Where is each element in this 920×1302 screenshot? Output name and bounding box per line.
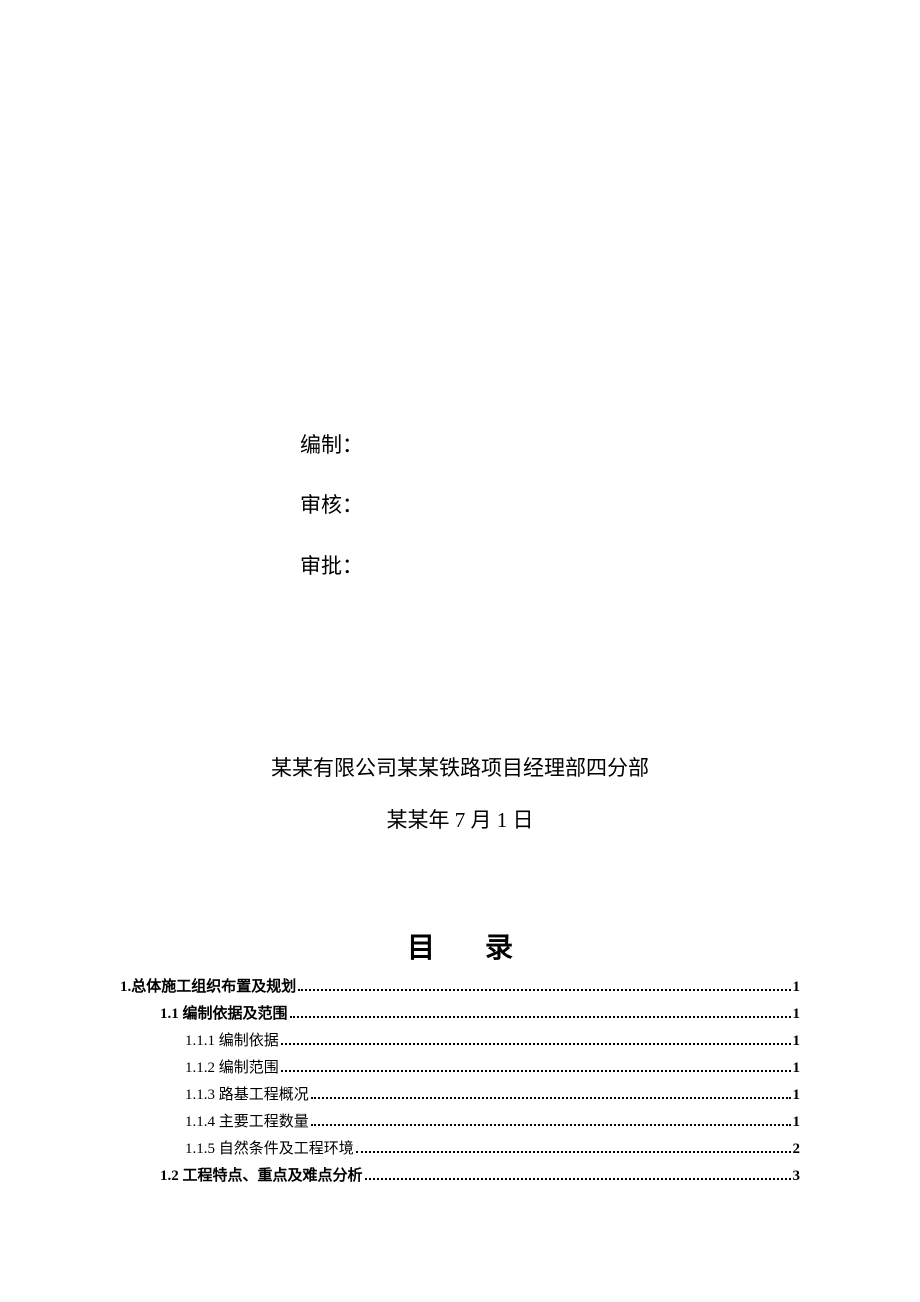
toc-entry: 1.1.2 编制范围 1 bbox=[185, 1056, 800, 1077]
toc-entry-label: 1.1 编制依据及范围 bbox=[160, 1002, 288, 1023]
toc-leader-dots bbox=[298, 989, 790, 991]
toc-leader-dots bbox=[311, 1097, 791, 1099]
toc-leader-dots bbox=[281, 1070, 791, 1072]
approved-by-label: 审批： bbox=[300, 541, 363, 591]
toc-entry: 1.1.3 路基工程概况 1 bbox=[185, 1083, 800, 1104]
toc-leader-dots bbox=[365, 1178, 791, 1180]
toc-entry-page: 1 bbox=[793, 1006, 801, 1023]
toc-leader-dots bbox=[311, 1124, 791, 1126]
organization-block: 某某有限公司某某铁路项目经理部四分部 某某年 7 月 1 日 bbox=[0, 752, 920, 834]
toc-title: 目录 bbox=[0, 926, 920, 966]
toc-entry: 1.2 工程特点、重点及难点分析 3 bbox=[160, 1164, 800, 1185]
toc-entry-page: 1 bbox=[793, 1033, 801, 1050]
reviewed-by-label: 审核： bbox=[300, 480, 363, 530]
toc-entry-label: 1.1.1 编制依据 bbox=[185, 1029, 279, 1050]
toc-entry-page: 1 bbox=[793, 1087, 801, 1104]
toc-entry: 1.1.5 自然条件及工程环境 2 bbox=[185, 1137, 800, 1158]
signature-block: 编制： 审核： 审批： bbox=[300, 420, 363, 601]
toc-entry-page: 3 bbox=[793, 1168, 801, 1185]
document-date: 某某年 7 月 1 日 bbox=[0, 804, 920, 834]
toc-entry: 1.1.1 编制依据 1 bbox=[185, 1029, 800, 1050]
toc-entry-page: 1 bbox=[793, 1114, 801, 1131]
toc-entry: 1.总体施工组织布置及规划 1 bbox=[120, 975, 800, 996]
toc-entry: 1.1.4 主要工程数量 1 bbox=[185, 1110, 800, 1131]
toc-entry-page: 1 bbox=[793, 1060, 801, 1077]
toc-entry-label: 1.1.3 路基工程概况 bbox=[185, 1083, 309, 1104]
toc-entry-page: 2 bbox=[793, 1141, 801, 1158]
toc-container: 1.总体施工组织布置及规划11.1 编制依据及范围11.1.1 编制依据11.1… bbox=[120, 975, 800, 1191]
toc-leader-dots bbox=[290, 1016, 791, 1018]
toc-leader-dots bbox=[281, 1043, 791, 1045]
toc-entry: 1.1 编制依据及范围 1 bbox=[160, 1002, 800, 1023]
toc-entry-page: 1 bbox=[793, 979, 801, 996]
prepared-by-label: 编制： bbox=[300, 420, 363, 470]
toc-entry-label: 1.1.2 编制范围 bbox=[185, 1056, 279, 1077]
toc-entry-label: 1.1.4 主要工程数量 bbox=[185, 1110, 309, 1131]
toc-entry-label: 1.2 工程特点、重点及难点分析 bbox=[160, 1164, 363, 1185]
toc-entry-label: 1.总体施工组织布置及规划 bbox=[120, 975, 296, 996]
organization-name: 某某有限公司某某铁路项目经理部四分部 bbox=[0, 752, 920, 782]
toc-leader-dots bbox=[356, 1151, 791, 1153]
toc-entry-label: 1.1.5 自然条件及工程环境 bbox=[185, 1137, 354, 1158]
